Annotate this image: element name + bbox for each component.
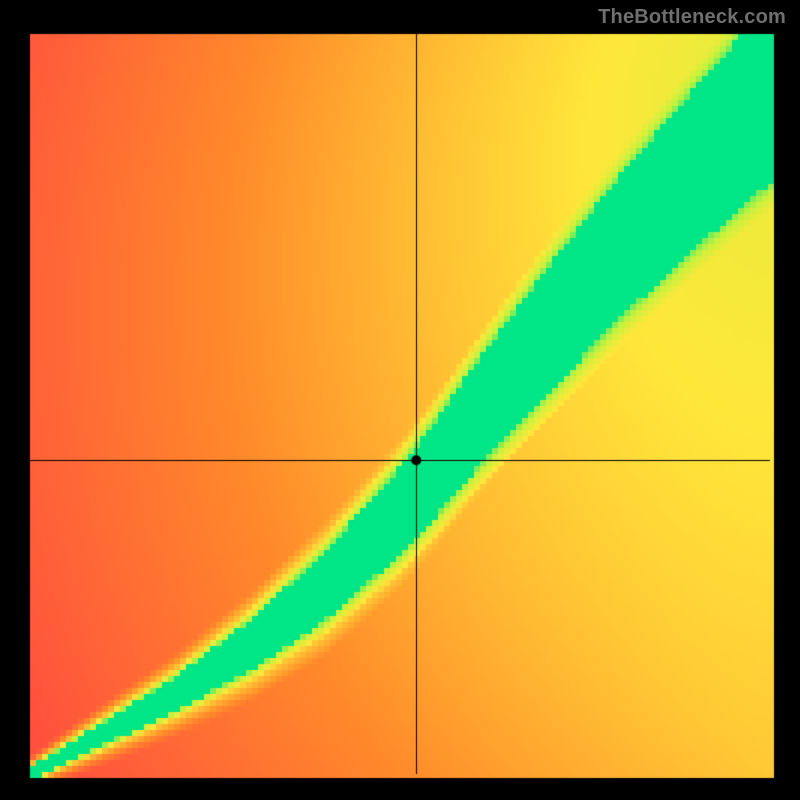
- bottleneck-heatmap: [0, 0, 800, 800]
- chart-container: { "watermark": { "text": "TheBottleneck.…: [0, 0, 800, 800]
- watermark-text: TheBottleneck.com: [598, 6, 786, 29]
